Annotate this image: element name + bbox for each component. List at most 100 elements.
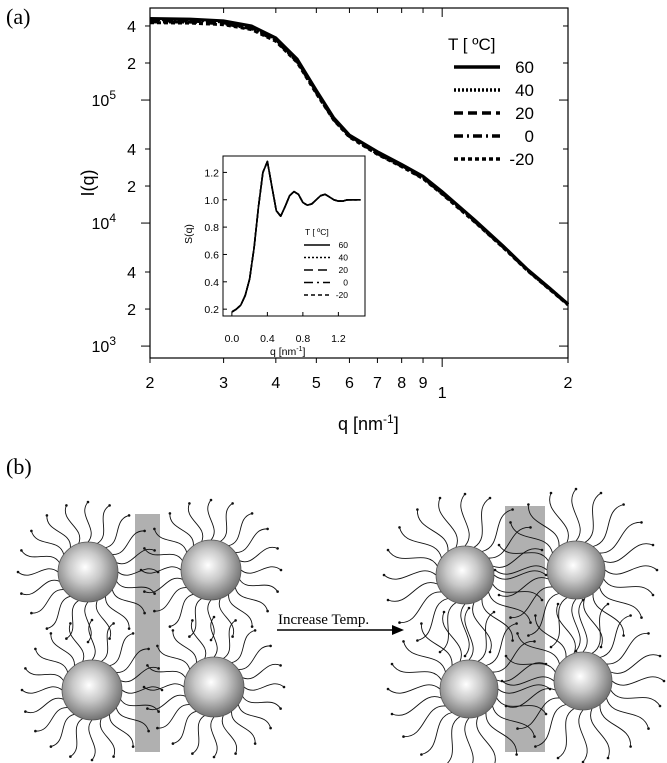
inset-legend-title: T [ ºC]	[305, 227, 329, 237]
polymer-chain	[192, 715, 205, 754]
chain-end	[556, 756, 560, 760]
polymer-chain	[17, 568, 59, 576]
chain-end	[34, 729, 37, 733]
polymer-chain	[68, 623, 85, 662]
polymer-chain	[527, 504, 560, 547]
chain-end	[488, 650, 492, 654]
chain-end	[153, 592, 156, 595]
panel-b-label: (b)	[6, 454, 32, 479]
chain-end	[574, 487, 578, 491]
chain-end	[30, 529, 33, 533]
inset-y-tick-label: 1.2	[204, 167, 219, 179]
chain-end	[500, 679, 504, 683]
right-gap-band	[505, 506, 545, 752]
chain-end	[544, 573, 548, 577]
main-legend-title: T [ ºC]	[448, 35, 495, 54]
inset-legend-label: 40	[339, 253, 349, 263]
main-y-tick-label: 2	[127, 179, 136, 196]
polymer-chain	[169, 593, 194, 628]
inset-y-axis-title: S(q)	[183, 224, 195, 244]
polymer-chain	[21, 686, 63, 694]
polymer-chain	[599, 615, 631, 658]
chain-end	[504, 654, 508, 658]
polymer-chain	[30, 530, 65, 555]
polymer-chain	[147, 694, 186, 711]
polymer-chain	[460, 603, 470, 657]
chain-end	[655, 568, 659, 572]
chain-end	[556, 602, 560, 606]
polymer-chain	[207, 499, 215, 541]
polymer-chain	[421, 712, 453, 755]
chain-end	[533, 735, 536, 738]
main-y-axis: 103 2 4 104 2 4 105 2 4	[92, 19, 568, 356]
polymer-chain	[492, 705, 535, 737]
chain-end	[493, 568, 497, 572]
polymer-chain	[88, 619, 96, 661]
chain-end	[640, 616, 643, 619]
chain-end	[65, 504, 68, 507]
polymer-chain	[492, 640, 535, 673]
polymer-chain	[485, 712, 518, 755]
polymer-chain	[112, 530, 145, 555]
polymer-chain	[35, 707, 68, 732]
chain-end	[504, 704, 508, 708]
polymer-chain	[31, 589, 64, 614]
polymer-chain	[438, 497, 458, 548]
polymer-chain	[109, 632, 134, 667]
chain-end	[269, 644, 272, 648]
main-y-tick-label: 104	[92, 211, 117, 233]
polymer-chain	[156, 645, 191, 670]
chain-end	[420, 622, 423, 625]
polymer-chain	[187, 503, 204, 542]
main-x-tick-label: 7	[373, 375, 382, 392]
chain-end	[416, 508, 419, 511]
polymer-chain	[603, 578, 654, 596]
polymer-chain	[25, 668, 64, 681]
polymer-chain	[143, 683, 185, 691]
chain-end	[157, 667, 160, 670]
chain-end	[147, 647, 150, 651]
chain-end	[647, 727, 650, 730]
polymer-chain	[105, 596, 130, 629]
inset-legend-label: 60	[339, 240, 349, 250]
polymer-chains	[16, 487, 666, 763]
polymer-chain	[498, 544, 549, 562]
inset-x-axis: 0.0 0.4 0.8 1.2	[225, 312, 346, 345]
chain-end	[131, 745, 135, 748]
chain-end	[153, 549, 156, 552]
polymer-chain	[599, 704, 632, 747]
chain-end	[581, 760, 585, 763]
inset-legend-label: -20	[336, 290, 349, 300]
chain-end	[209, 638, 213, 642]
chain-end	[20, 549, 23, 552]
polymer-chain	[476, 716, 496, 763]
inset-y-axis: 0.2 0.4 0.6 0.8 1.0 1.2	[204, 167, 227, 316]
polymer-chain	[510, 586, 553, 619]
main-y-tick-label: 4	[127, 19, 136, 36]
polymer-chain	[50, 713, 75, 748]
chain-end	[549, 491, 553, 495]
chain-end	[234, 619, 237, 622]
chain-end	[156, 726, 159, 730]
polymer-chain	[485, 623, 517, 666]
polymer-chain	[403, 641, 446, 673]
polymer-chain	[111, 589, 146, 614]
main-y-tick-label: 2	[127, 302, 136, 319]
particle-sphere	[183, 656, 245, 718]
polymer-chain	[101, 623, 114, 662]
inset-legend-label: 20	[339, 265, 349, 275]
main-y-tick-label: 105	[92, 88, 117, 110]
polymer-chain	[498, 577, 549, 597]
chain-end	[108, 637, 111, 640]
polymer-chain	[240, 566, 282, 574]
chain-end	[386, 548, 390, 552]
polymer-chain	[387, 684, 441, 694]
polymer-chain	[157, 704, 190, 729]
polymer-chain	[473, 497, 491, 548]
polymer-chain	[606, 697, 649, 729]
main-x-axis: 2 3 4 5 6 7 8 91 2	[146, 8, 573, 402]
chain-end	[266, 527, 269, 531]
polymer-chain	[172, 710, 197, 745]
chain-end	[147, 729, 150, 733]
chain-end	[606, 602, 610, 606]
